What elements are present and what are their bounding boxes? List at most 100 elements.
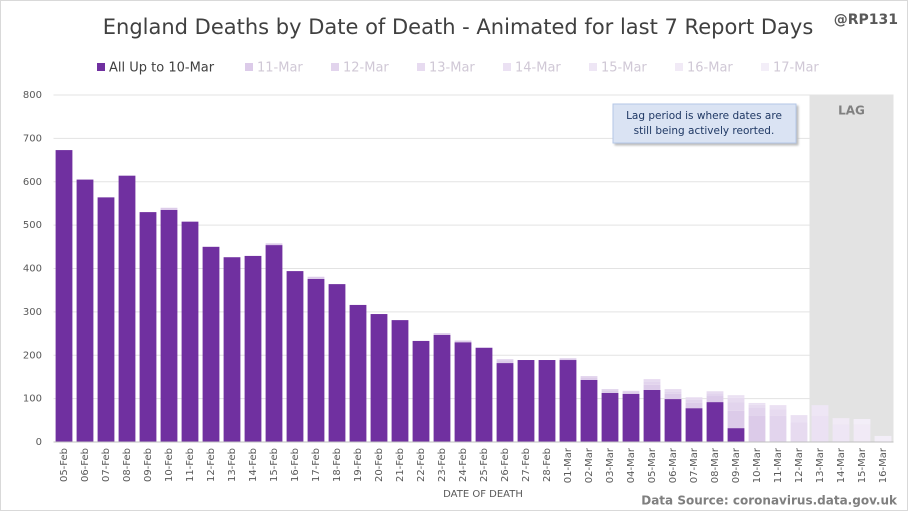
x-tick-label: 15-Mar bbox=[857, 447, 868, 483]
bar-segment bbox=[874, 435, 892, 442]
lag-label: LAG bbox=[838, 104, 865, 118]
bar-segment bbox=[496, 363, 514, 442]
x-tick-label: 16-Mar bbox=[878, 447, 889, 483]
bar-segment bbox=[265, 243, 283, 246]
legend-label: 17-Mar bbox=[773, 61, 819, 76]
bar-segment bbox=[685, 397, 703, 400]
legend-label: 16-Mar bbox=[687, 61, 733, 76]
y-tick-label: 500 bbox=[23, 220, 42, 231]
x-tick-label: 20-Feb bbox=[374, 448, 385, 482]
y-tick-label: 200 bbox=[23, 350, 42, 361]
x-tick-label: 08-Mar bbox=[710, 447, 721, 483]
x-tick-label: 05-Feb bbox=[59, 448, 70, 482]
bar-segment bbox=[748, 402, 766, 405]
bar-segment bbox=[706, 402, 724, 442]
bar-segment bbox=[811, 405, 829, 416]
legend-label: All Up to 10-Mar bbox=[109, 61, 215, 76]
y-tick-label: 700 bbox=[23, 133, 42, 144]
x-tick-label: 14-Mar bbox=[836, 447, 847, 483]
bar-segment bbox=[286, 271, 304, 442]
x-axis-title: DATE OF DEATH bbox=[443, 489, 523, 500]
x-tick-label: 04-Mar bbox=[626, 447, 637, 483]
x-tick-label: 12-Feb bbox=[206, 448, 217, 482]
bar-segment bbox=[664, 389, 682, 392]
bar-segment bbox=[622, 393, 640, 442]
bar-segment bbox=[748, 404, 766, 408]
bar-segment bbox=[685, 399, 703, 403]
bar-segment bbox=[559, 360, 577, 442]
legend-label: 14-Mar bbox=[515, 61, 561, 76]
x-tick-label: 26-Feb bbox=[500, 448, 511, 482]
bar-segment bbox=[55, 150, 73, 442]
bar-segment bbox=[538, 360, 556, 442]
bar-segment bbox=[97, 197, 115, 442]
source: Data Source: coronavirus.data.gov.uk bbox=[641, 494, 898, 508]
note-text: still being actively reorted. bbox=[634, 125, 775, 137]
x-tick-label: 18-Feb bbox=[332, 448, 343, 482]
bar-segment bbox=[139, 212, 157, 442]
bar-segment bbox=[160, 207, 178, 210]
x-tick-label: 07-Feb bbox=[101, 448, 112, 482]
bar-segment bbox=[811, 415, 829, 442]
x-tick-label: 10-Mar bbox=[752, 447, 763, 483]
note-box bbox=[612, 103, 797, 144]
bar-segment bbox=[433, 333, 451, 335]
bar-segment bbox=[853, 419, 871, 425]
bar-segment bbox=[790, 422, 808, 442]
bar-segment bbox=[769, 409, 787, 416]
legend-swatch bbox=[245, 63, 253, 71]
legend-swatch bbox=[589, 63, 597, 71]
bar-segment bbox=[832, 418, 850, 425]
x-tick-label: 06-Mar bbox=[668, 447, 679, 483]
bar-segment bbox=[748, 407, 766, 416]
x-tick-label: 10-Feb bbox=[164, 448, 175, 482]
bar-segment bbox=[580, 379, 598, 442]
bar-segment bbox=[307, 278, 325, 442]
bar-segment bbox=[664, 393, 682, 400]
x-tick-label: 09-Feb bbox=[143, 448, 154, 482]
chart-title: England Deaths by Date of Death - Animat… bbox=[103, 15, 814, 39]
x-tick-label: 02-Mar bbox=[584, 447, 595, 483]
legend-label: 11-Mar bbox=[257, 61, 303, 76]
bar-segment bbox=[433, 334, 451, 442]
bar-segment bbox=[601, 392, 619, 442]
bar-segment bbox=[727, 410, 745, 429]
bar-segment bbox=[454, 342, 472, 442]
bar-segment bbox=[853, 424, 871, 442]
y-tick-label: 0 bbox=[36, 437, 42, 448]
y-tick-label: 800 bbox=[23, 90, 42, 101]
x-tick-label: 28-Feb bbox=[542, 448, 553, 482]
bar-segment bbox=[685, 402, 703, 409]
bar-segment bbox=[622, 392, 640, 394]
y-tick-label: 400 bbox=[23, 264, 42, 275]
legend-swatch bbox=[97, 63, 105, 71]
bar-segment bbox=[202, 246, 220, 442]
legend-label: 15-Mar bbox=[601, 61, 647, 76]
bar-segment bbox=[643, 381, 661, 385]
bar-segment bbox=[328, 284, 346, 442]
x-tick-label: 22-Feb bbox=[416, 448, 427, 482]
bar-segment bbox=[391, 320, 409, 442]
bar-segment bbox=[622, 390, 640, 393]
bar-segment bbox=[601, 389, 619, 391]
bar-segment bbox=[706, 391, 724, 394]
x-tick-label: 17-Feb bbox=[311, 448, 322, 482]
bar-segment bbox=[601, 390, 619, 393]
bar-segment bbox=[496, 359, 514, 361]
bar-segment bbox=[832, 424, 850, 442]
x-tick-label: 15-Feb bbox=[269, 448, 280, 482]
bar-segment bbox=[454, 340, 472, 343]
x-tick-label: 21-Feb bbox=[395, 448, 406, 482]
x-tick-label: 09-Mar bbox=[731, 447, 742, 483]
x-tick-label: 25-Feb bbox=[479, 448, 490, 482]
bar-segment bbox=[160, 209, 178, 442]
bar-segment bbox=[664, 391, 682, 394]
bar-segment bbox=[769, 415, 787, 442]
x-tick-label: 23-Feb bbox=[437, 448, 448, 482]
bar-segment bbox=[643, 379, 661, 382]
legend-swatch bbox=[675, 63, 683, 71]
bar-segment bbox=[727, 395, 745, 398]
bar-segment bbox=[790, 415, 808, 423]
x-tick-label: 05-Mar bbox=[647, 447, 658, 483]
handle: @RP131 bbox=[834, 12, 898, 28]
